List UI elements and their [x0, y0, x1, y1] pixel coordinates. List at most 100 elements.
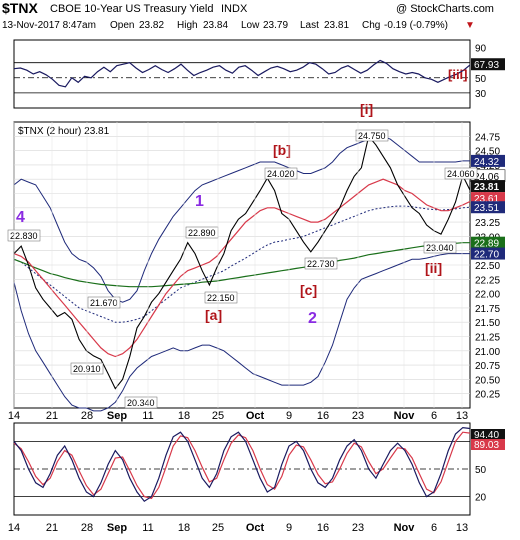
security-name: CBOE 10-Year US Treasury Yield [50, 3, 214, 15]
price-right-label: 24.06 [474, 172, 499, 183]
x-tick-label-bottom: Nov [394, 522, 416, 534]
price-y-tick: 21.75 [475, 304, 500, 315]
chg-label: Chg [362, 20, 381, 31]
x-tick-label-bottom: 23 [352, 522, 364, 534]
ma-slow [13, 242, 470, 288]
wave-label: [ii] [425, 260, 442, 276]
price-point-label-box [423, 241, 457, 254]
x-tick-label: 9 [286, 410, 292, 422]
price-right-label: 23.51 [474, 203, 499, 214]
price-y-tick: 22.00 [475, 290, 500, 301]
stoch-main-line [13, 426, 471, 502]
price-point-label-box [264, 167, 298, 180]
wave-label: 1 [195, 193, 204, 210]
price-point-label-box [304, 257, 338, 270]
open-label: Open [110, 20, 135, 31]
price-right-label: 23.81 [474, 182, 499, 193]
symbol-label: $TNX [2, 0, 38, 16]
top-last-value: 67.93 [474, 60, 499, 71]
bottom-last-value: 94.40 [474, 430, 499, 441]
price-y-tick: 22.50 [475, 261, 500, 272]
price-right-label-bg [471, 247, 505, 260]
price-right-label-bg [471, 154, 505, 167]
x-tick-label: 13 [456, 410, 468, 422]
low-value: 23.79 [263, 20, 289, 31]
price-y-tick: 22.25 [475, 275, 500, 286]
x-tick-label-bottom: 11 [142, 522, 153, 534]
top-indicator-line [13, 59, 471, 88]
price-point-label: 20.340 [127, 398, 155, 408]
wave-label-iii: [iii] [448, 67, 468, 82]
price-point-label-box [355, 129, 389, 142]
price-y-tick: 24.75 [475, 132, 500, 143]
wave-label: [a] [205, 307, 222, 323]
wave-label: [c] [300, 282, 317, 298]
x-tick-label: 25 [212, 410, 224, 422]
last-value: 23.81 [324, 20, 350, 31]
bottom-last-value: 89.03 [474, 440, 499, 451]
x-tick-label-bottom: 28 [81, 522, 93, 534]
x-tick-label-bottom: Sep [107, 522, 127, 534]
bollinger-lower [13, 253, 470, 412]
price-point-label: 23.040 [426, 243, 454, 253]
ma-fast [13, 178, 471, 358]
price-y-tick: 21.25 [475, 333, 500, 344]
top-y-tick: 50 [475, 74, 487, 85]
wave-label: 4 [16, 209, 25, 226]
x-tick-label: 11 [142, 410, 153, 422]
x-tick-label: 23 [352, 410, 364, 422]
price-y-tick: 21.00 [475, 347, 500, 358]
x-tick-label: 28 [81, 410, 93, 422]
x-tick-label: Oct [246, 410, 265, 422]
chg-value: -0.19 (-0.79%) [384, 20, 448, 31]
price-right-label: 23.61 [474, 194, 499, 205]
price-point-label: 22.890 [188, 228, 216, 238]
last-label: Last [300, 20, 319, 31]
exchange-label: INDX [221, 3, 248, 15]
bottom-last-value-bg-1 [471, 429, 505, 440]
price-point-label-box [7, 229, 41, 242]
price-y-tick: 23.25 [475, 218, 500, 229]
x-tick-label-bottom: 18 [178, 522, 190, 534]
price-point-label: 24.060 [447, 169, 475, 179]
price-point-label-box [444, 167, 478, 180]
wave-label: 2 [308, 310, 317, 327]
ma-dotted [13, 205, 471, 323]
x-tick-label-bottom: 14 [8, 522, 20, 534]
price-y-tick: 20.75 [475, 361, 500, 372]
price-point-label-box [204, 291, 238, 304]
price-right-label-bg [471, 201, 505, 214]
price-point-label: 22.830 [10, 231, 38, 241]
price-panel: 24.7524.5024.2524.0023.7523.5023.2523.00… [7, 101, 506, 412]
x-tick-label: Nov [394, 410, 416, 422]
wave-label: [b] [273, 142, 291, 158]
x-tick-label-bottom: 25 [212, 522, 224, 534]
price-right-label-bg [471, 192, 505, 205]
low-label: Low [241, 20, 260, 31]
price-right-label: 22.89 [474, 239, 499, 250]
x-tick-label: 16 [317, 410, 329, 422]
x-tick-label: 6 [431, 410, 437, 422]
bottom-y-tick: 50 [475, 465, 487, 476]
price-right-label-bg [471, 180, 505, 193]
x-tick-label-bottom: 6 [431, 522, 437, 534]
price-point-label-box [124, 396, 158, 409]
x-tick-label-bottom: 9 [286, 522, 292, 534]
price-y-tick: 20.25 [475, 390, 500, 401]
open-value: 23.82 [139, 20, 165, 31]
price-y-tick: 20.50 [475, 375, 500, 386]
x-tick-label-bottom: Oct [246, 522, 265, 534]
bollinger-upper [13, 135, 470, 303]
top-indicator-panel: 9070503067.93[iii] [13, 39, 505, 109]
x-axis: 141421212828SepSep111118182525OctOct9916… [8, 122, 468, 534]
price-y-tick: 24.50 [475, 147, 500, 158]
x-tick-label-bottom: 16 [317, 522, 329, 534]
x-tick-label: 18 [178, 410, 190, 422]
x-tick-label-bottom: 21 [46, 522, 58, 534]
x-tick-label-bottom: 13 [456, 522, 468, 534]
price-y-tick: 21.50 [475, 318, 500, 329]
x-tick-label: 14 [8, 410, 20, 422]
top-y-tick: 30 [475, 89, 487, 100]
